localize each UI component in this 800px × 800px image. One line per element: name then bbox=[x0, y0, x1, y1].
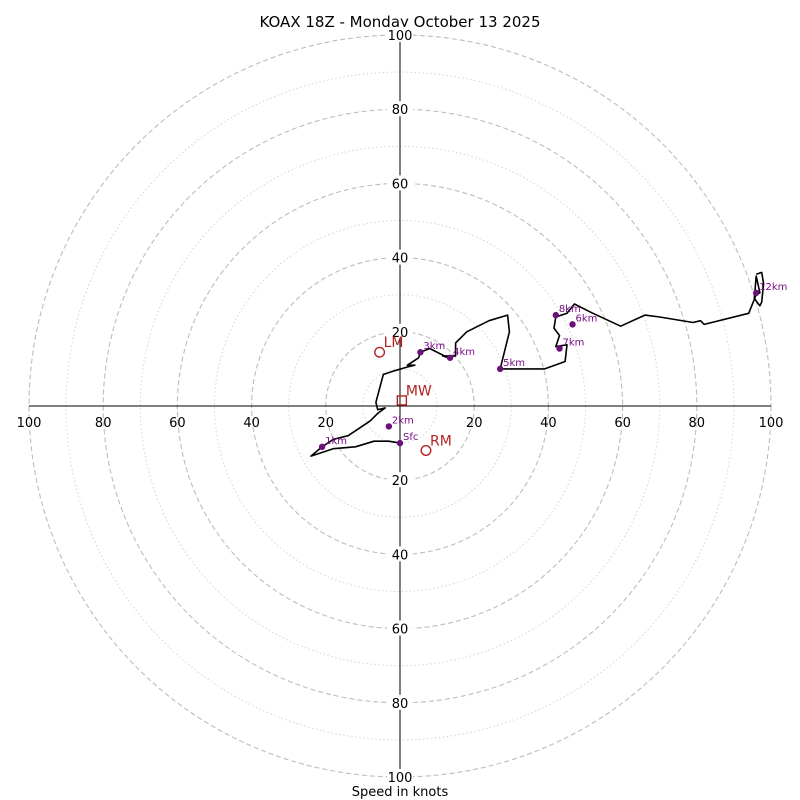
wind-trace bbox=[310, 271, 765, 457]
y-tick-background bbox=[387, 620, 413, 636]
storm-motion-marker bbox=[374, 346, 386, 358]
storm-motion-markers: LM MW RM bbox=[374, 335, 452, 457]
x-tick-label: 100 bbox=[17, 416, 42, 431]
storm-motion-label: RM bbox=[430, 434, 452, 450]
y-tick-background bbox=[387, 27, 413, 42]
y-tick-label: 20 bbox=[392, 326, 409, 341]
height-point-marker bbox=[446, 354, 454, 361]
y-tick-background bbox=[387, 546, 413, 562]
height-point-label: 12km bbox=[759, 282, 787, 293]
y-tick-label: 40 bbox=[392, 548, 409, 563]
y-tick-label: 80 bbox=[392, 103, 409, 118]
height-point-label: 5km bbox=[503, 358, 525, 369]
y-tick-background bbox=[387, 323, 413, 339]
height-point-marker bbox=[417, 349, 424, 356]
height-point-label: 6km bbox=[576, 313, 598, 324]
chart-title: KOAX 18Z - Monday October 13 2025 bbox=[260, 13, 541, 31]
x-tick-label: 80 bbox=[689, 416, 706, 431]
height-point-marker bbox=[569, 321, 576, 328]
y-tick-background bbox=[387, 694, 413, 710]
height-point-label: 8km bbox=[559, 304, 581, 315]
height-point-marker bbox=[556, 345, 563, 352]
y-tick-background bbox=[387, 175, 413, 191]
x-tick-label: 80 bbox=[95, 416, 112, 431]
y-tick-label: 40 bbox=[392, 252, 409, 267]
y-tick-label: 80 bbox=[392, 697, 409, 712]
x-tick-label: 60 bbox=[169, 416, 186, 431]
y-tick-label: 20 bbox=[392, 474, 409, 489]
x-tick-label: 40 bbox=[540, 416, 557, 431]
x-tick-label: 100 bbox=[759, 416, 784, 431]
y-tick-label: 60 bbox=[392, 177, 409, 192]
height-point-label: 7km bbox=[563, 337, 585, 348]
height-markers: Sfc 1km 2km 3km 4km 5km 6km 7km 8km 12km bbox=[318, 282, 787, 451]
y-tick-background bbox=[387, 101, 413, 117]
y-tick-background bbox=[387, 472, 413, 488]
hodograph-trace-line bbox=[310, 271, 765, 457]
height-point-marker bbox=[385, 423, 393, 430]
x-tick-label: 20 bbox=[466, 416, 483, 431]
storm-motion-label: MW bbox=[406, 383, 432, 399]
storm-motion-label: LM bbox=[384, 335, 404, 351]
y-tick-label: 60 bbox=[392, 623, 409, 638]
storm-motion-marker bbox=[396, 395, 408, 406]
height-point-marker bbox=[752, 289, 760, 297]
height-point-marker bbox=[396, 439, 404, 447]
height-point-marker bbox=[318, 443, 326, 451]
y-tick-label: 100 bbox=[388, 29, 413, 44]
x-tick-label: 40 bbox=[243, 416, 260, 431]
axis-ticks: 100 80 60 40 20 20 40 60 80 100 100 80 60 40 20 20 40 60 8… bbox=[17, 27, 784, 786]
x-axis-label: Speed in knots bbox=[352, 785, 449, 800]
y-tick-background bbox=[387, 769, 413, 784]
y-tick-background bbox=[387, 249, 413, 265]
x-tick-label: 20 bbox=[318, 416, 335, 431]
x-tick-label: 60 bbox=[614, 416, 631, 431]
height-point-label: 1km bbox=[325, 436, 347, 447]
y-tick-label: 100 bbox=[388, 771, 413, 786]
height-point-label: 3km bbox=[423, 341, 445, 352]
hodograph-axes bbox=[29, 35, 771, 777]
height-point-marker bbox=[552, 311, 560, 319]
height-point-marker bbox=[496, 365, 504, 373]
height-point-label: 4km bbox=[453, 347, 475, 358]
height-point-label: Sfc bbox=[403, 432, 418, 443]
height-point-label: 2km bbox=[392, 415, 414, 426]
storm-motion-marker bbox=[420, 445, 432, 457]
